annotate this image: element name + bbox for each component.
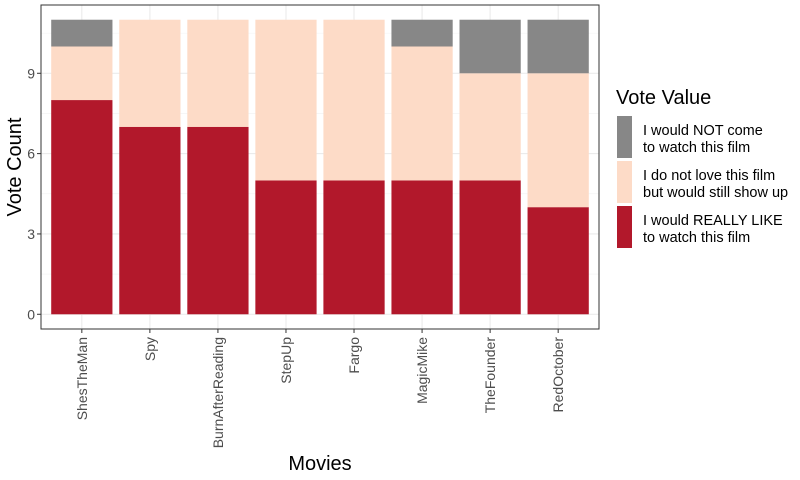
y-tick-label: 9 [27, 65, 35, 81]
bar-segment-ShesTheMan-s2 [51, 19, 113, 47]
legend-key [617, 116, 632, 158]
x-tick-label: Spy [142, 337, 158, 361]
x-tick-label: MagicMike [414, 337, 430, 404]
bars [51, 19, 589, 315]
bar-segment-TheFounder-s1 [459, 73, 521, 181]
bar-segment-MagicMike-s2 [391, 19, 453, 47]
bar-segment-StepUp-s0 [255, 180, 317, 315]
legend-label: I do not love this film but would still s… [643, 168, 788, 201]
x-tick-label: Fargo [346, 337, 362, 374]
y-axis: 0 3 6 9 [27, 65, 41, 322]
x-tick-label: BurnAfterReading [210, 337, 226, 448]
bar-segment-ShesTheMan-s1 [51, 46, 113, 101]
bar-segment-ShesTheMan-s0 [51, 100, 113, 315]
bar-segment-Spy-s0 [119, 126, 181, 315]
x-axis-title: Movies [288, 453, 351, 475]
legend-label: I would REALLY LIKE to watch this film [643, 213, 783, 246]
y-axis-title: Vote Count [4, 117, 26, 216]
bar-segment-RedOctober-s0 [527, 207, 589, 315]
bar-segment-BurnAfterReading-s1 [187, 19, 249, 127]
x-tick-label: StepUp [278, 337, 294, 384]
y-tick-label: 3 [27, 226, 35, 242]
bar-segment-Fargo-s1 [323, 19, 385, 181]
bar-segment-StepUp-s1 [255, 19, 317, 181]
x-tick-label: ShesTheMan [74, 337, 90, 420]
legend: Vote Value I would NOT come to watch this… [616, 87, 788, 248]
bar-segment-RedOctober-s1 [527, 73, 589, 208]
plot-panel-border [40, 4, 600, 330]
legend-label: I would NOT come to watch this film [643, 123, 763, 156]
y-tick-label: 6 [27, 146, 35, 162]
bar-segment-RedOctober-s2 [527, 19, 589, 74]
x-axis: ShesTheMan Spy BurnAfterReading StepUp Fargo… [74, 329, 566, 448]
y-tick-label: 0 [27, 306, 35, 322]
bar-segment-Spy-s1 [119, 19, 181, 127]
bar-segment-TheFounder-s2 [459, 19, 521, 74]
x-tick-label: RedOctober [550, 337, 566, 413]
x-tick-label: TheFounder [482, 337, 498, 414]
bar-segment-Fargo-s0 [323, 180, 385, 315]
bar-segment-TheFounder-s0 [459, 180, 521, 315]
bar-segment-BurnAfterReading-s0 [187, 126, 249, 315]
legend-title: Vote Value [616, 87, 711, 109]
legend-key [617, 206, 632, 248]
bar-segment-MagicMike-s0 [391, 180, 453, 315]
legend-key [617, 161, 632, 203]
bar-segment-MagicMike-s1 [391, 46, 453, 181]
